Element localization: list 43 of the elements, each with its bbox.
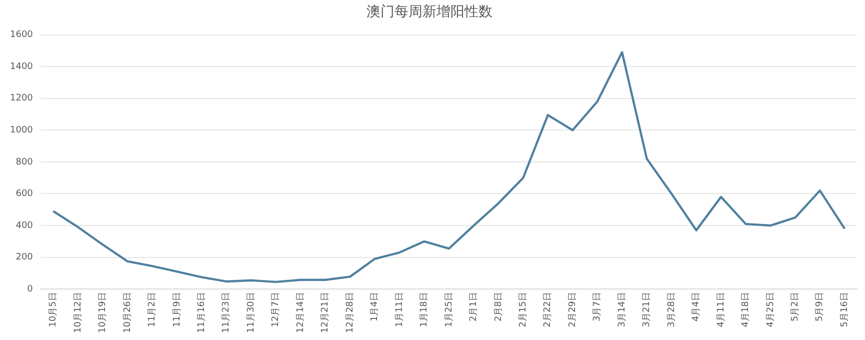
x-tick-label: 4月11日 <box>716 292 726 328</box>
y-tick-label: 1400 <box>10 62 34 72</box>
y-tick-label: 400 <box>16 220 34 231</box>
x-tick-label: 2月1日 <box>469 292 480 322</box>
y-tick-label: 1000 <box>10 126 34 136</box>
x-tick-label: 11月16日 <box>196 292 207 333</box>
x-tick-label: 3月28日 <box>666 292 677 328</box>
x-tick-label: 11月9日 <box>172 292 182 328</box>
x-tick-label: 2月29日 <box>568 292 578 328</box>
x-tick-label: 2月8日 <box>494 292 504 322</box>
x-tick-label: 5月2日 <box>790 292 801 322</box>
y-tick-label: 1200 <box>10 94 34 104</box>
x-tick-label: 3月14日 <box>617 292 628 328</box>
x-tick-label: 12月14日 <box>296 292 306 333</box>
x-tick-label: 12月28日 <box>345 292 356 333</box>
x-tick-label: 5月9日 <box>815 292 826 322</box>
y-tick-label: 200 <box>16 252 34 263</box>
chart-title: 澳门每周新增阳性数 <box>366 4 492 20</box>
y-tick-label: 1600 <box>10 30 34 40</box>
x-tick-label: 5月16日 <box>840 292 850 328</box>
x-tick-label: 10月26日 <box>122 292 133 333</box>
x-tick-label: 1月11日 <box>394 292 405 328</box>
x-tick-label: 1月18日 <box>420 292 430 328</box>
x-tick-label: 3月7日 <box>592 292 603 322</box>
x-tick-label: 4月4日 <box>692 292 702 322</box>
x-tick-label: 11月23日 <box>222 292 232 333</box>
x-tick-label: 12月7日 <box>271 292 282 328</box>
x-tick-label: 11月2日 <box>148 292 158 328</box>
x-tick-label: 3月21日 <box>642 292 652 328</box>
y-tick-label: 800 <box>16 157 34 168</box>
x-tick-label: 2月22日 <box>543 292 554 328</box>
y-tick-label: 600 <box>16 189 34 200</box>
x-tick-label: 1月25日 <box>444 292 454 328</box>
x-tick-label: 10月19日 <box>98 292 108 333</box>
x-tick-label: 11月30日 <box>246 292 256 333</box>
x-tick-label: 12月21日 <box>320 292 331 333</box>
x-tick-label: 2月15日 <box>518 292 528 328</box>
x-tick-label: 1月4日 <box>370 292 380 322</box>
x-tick-label: 4月25日 <box>766 292 776 328</box>
x-tick-label: 10月12日 <box>73 292 84 333</box>
x-tick-label: 4月18日 <box>741 292 752 328</box>
x-tick-label: 10月5日 <box>48 292 59 328</box>
y-tick-label: 0 <box>27 284 34 294</box>
